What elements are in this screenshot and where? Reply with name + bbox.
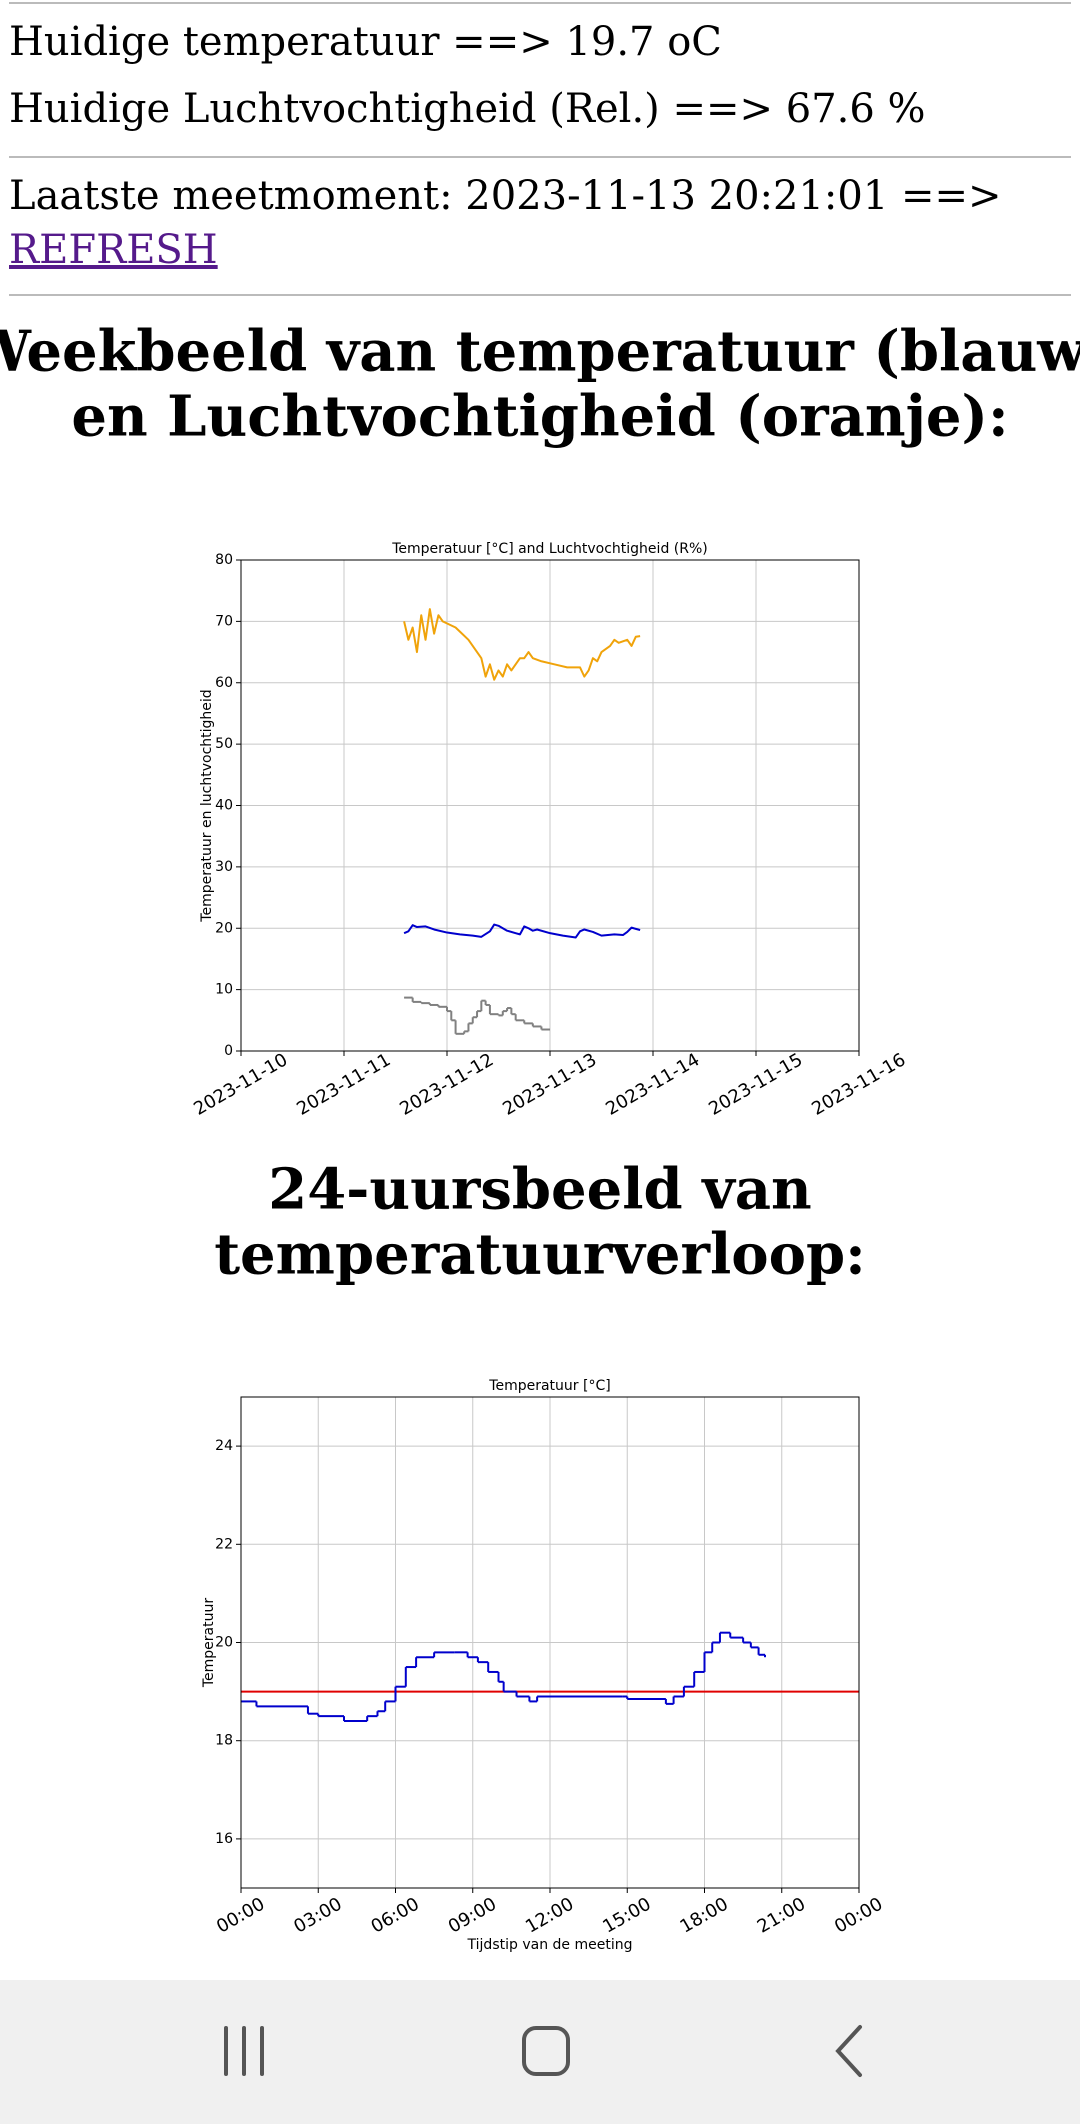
temperature-status: Huidige temperatuur ==> 19.7 oC bbox=[9, 19, 722, 65]
y-tick-label: 18 bbox=[215, 1733, 233, 1749]
last-measurement: Laatste meetmoment: 2023-11-13 20:21:01 … bbox=[9, 173, 1002, 219]
humidity-status: Huidige Luchtvochtigheid (Rel.) ==> 67.6… bbox=[9, 86, 926, 132]
heading: Weekbeeld van temperatuur (blauw) bbox=[0, 319, 1080, 385]
y-tick-label: 24 bbox=[215, 1438, 233, 1454]
y-tick-label: 22 bbox=[215, 1536, 233, 1552]
refresh-link[interactable]: REFRESH bbox=[9, 227, 218, 273]
x-tick-label: 09:00 bbox=[445, 1894, 500, 1938]
x-tick-label: 00:00 bbox=[831, 1894, 886, 1938]
x-tick-label: 2023-11-14 bbox=[602, 1049, 703, 1119]
plot-frame bbox=[240, 559, 860, 1052]
y-tick-label: 40 bbox=[215, 798, 233, 814]
chart-title: Temperatuur [°C] bbox=[488, 1378, 610, 1394]
x-tick-label: 12:00 bbox=[522, 1894, 577, 1938]
heading: 24-uursbeeld van bbox=[268, 1157, 812, 1223]
back-button[interactable] bbox=[835, 2025, 862, 2077]
x-tick-label: 2023-11-15 bbox=[705, 1049, 806, 1119]
chart-title: Temperatuur [°C] and Luchtvochtigheid (R… bbox=[391, 541, 707, 557]
heading: temperatuurverloop: bbox=[214, 1222, 866, 1288]
y-tick-label: 20 bbox=[215, 1635, 233, 1651]
x-tick-label: 06:00 bbox=[368, 1894, 423, 1938]
y-tick-label: 16 bbox=[215, 1831, 233, 1847]
recent-apps-button[interactable] bbox=[224, 2026, 264, 2076]
y-tick-label: 50 bbox=[215, 736, 233, 752]
x-tick-label: 2023-11-12 bbox=[396, 1049, 497, 1119]
x-tick-label: 18:00 bbox=[677, 1894, 732, 1938]
y-tick-label: 80 bbox=[215, 552, 233, 568]
plot-frame bbox=[240, 1396, 860, 1889]
x-tick-label: 00:00 bbox=[213, 1894, 268, 1938]
data-line bbox=[403, 923, 641, 939]
y-tick-label: 0 bbox=[224, 1043, 233, 1059]
y-axis-label: Temperatuur bbox=[201, 1598, 217, 1688]
y-tick-label: 60 bbox=[215, 675, 233, 691]
nav-bar bbox=[0, 1980, 1080, 2124]
x-tick-label: 03:00 bbox=[290, 1894, 345, 1938]
x-tick-label: 2023-11-11 bbox=[293, 1049, 394, 1119]
x-tick-label: 2023-11-16 bbox=[808, 1049, 909, 1119]
heading: en Luchtvochtigheid (oranje): bbox=[71, 384, 1008, 450]
y-tick-label: 70 bbox=[215, 613, 233, 629]
data-line bbox=[403, 608, 641, 681]
y-tick-label: 30 bbox=[215, 859, 233, 875]
x-tick-label: 2023-11-13 bbox=[499, 1049, 600, 1119]
x-tick-label: 15:00 bbox=[599, 1894, 654, 1938]
y-axis-label: Temperatuur en luchtvochtigheid bbox=[199, 689, 215, 922]
x-axis-label: Tijdstip van de meeting bbox=[467, 1937, 633, 1953]
x-tick-label: 2023-11-10 bbox=[190, 1049, 291, 1119]
x-tick-label: 21:00 bbox=[754, 1894, 809, 1938]
y-tick-label: 10 bbox=[215, 982, 233, 998]
y-tick-label: 20 bbox=[215, 920, 233, 936]
home-button[interactable] bbox=[522, 2026, 570, 2076]
